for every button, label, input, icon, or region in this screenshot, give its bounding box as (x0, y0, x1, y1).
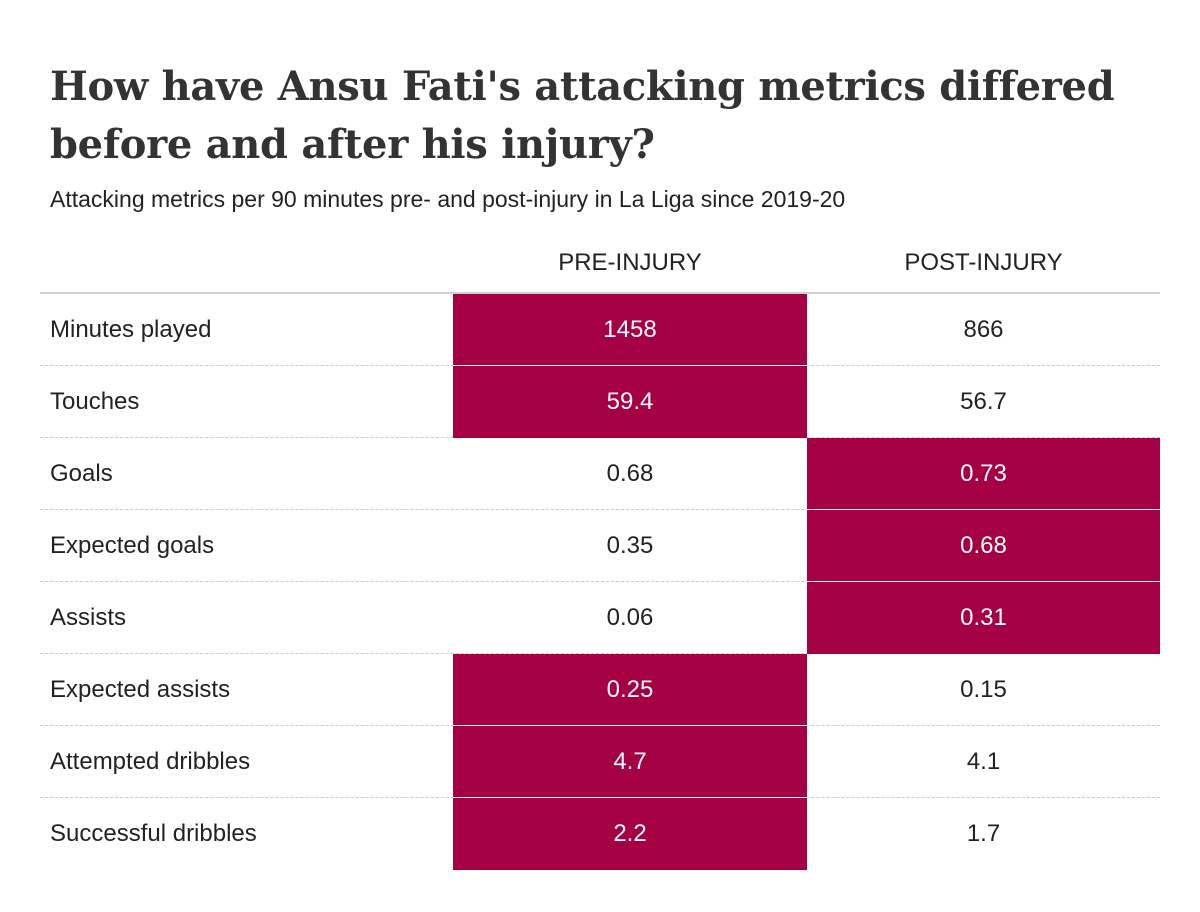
table-row: Touches 59.4 56.7 (40, 366, 1160, 438)
table-row: Expected goals 0.35 0.68 (40, 510, 1160, 582)
table-row: Goals 0.68 0.73 (40, 438, 1160, 510)
pre-injury-value: 2.2 (453, 798, 807, 870)
post-injury-value: 0.68 (807, 510, 1160, 582)
post-injury-value: 56.7 (960, 388, 1007, 415)
metric-label: Touches (50, 388, 140, 415)
pre-injury-value: 1458 (453, 294, 807, 366)
metric-label: Goals (50, 460, 113, 487)
metric-label: Assists (50, 604, 127, 631)
table-row: Expected assists 0.25 0.15 (40, 654, 1160, 726)
table-row: Minutes played 1458 866 (40, 294, 1160, 366)
pre-injury-value: 0.35 (606, 532, 654, 559)
chart-title: How have Ansu Fati's attacking metrics d… (50, 63, 1115, 168)
metric-label: Expected goals (50, 532, 215, 559)
metric-label: Expected assists (50, 676, 231, 703)
stats-table: Minutes played 1458 866 Touches 59.4 56.7 Goal… (40, 294, 1160, 870)
table-row: Attempted dribbles 4.7 4.1 (40, 726, 1160, 798)
metric-label: Successful dribbles (50, 820, 257, 847)
table-row: Assists 0.06 0.31 (40, 582, 1160, 654)
table-row: Successful dribbles 2.2 1.7 (40, 798, 1160, 870)
pre-injury-value: 0.68 (606, 460, 654, 487)
post-injury-value: 0.15 (960, 676, 1007, 703)
post-injury-value: 866 (963, 316, 1004, 343)
pre-injury-value: 0.25 (453, 654, 807, 726)
pre-injury-value: 59.4 (453, 366, 807, 438)
column-header-post-injury: POST-INJURY (904, 249, 1063, 276)
metric-label: Attempted dribbles (50, 748, 251, 775)
post-injury-value: 0.73 (807, 438, 1160, 510)
chart-subtitle: Attacking metrics per 90 minutes pre- an… (50, 186, 846, 212)
post-injury-value: 1.7 (966, 820, 1001, 847)
column-header-pre-injury: PRE-INJURY (558, 249, 702, 276)
pre-injury-value: 0.06 (606, 604, 654, 631)
metric-label: Minutes played (50, 316, 212, 343)
header-divider (40, 292, 1160, 294)
post-injury-value: 0.31 (807, 582, 1160, 654)
pre-injury-value: 4.7 (453, 726, 807, 798)
post-injury-value: 4.1 (966, 748, 1001, 775)
